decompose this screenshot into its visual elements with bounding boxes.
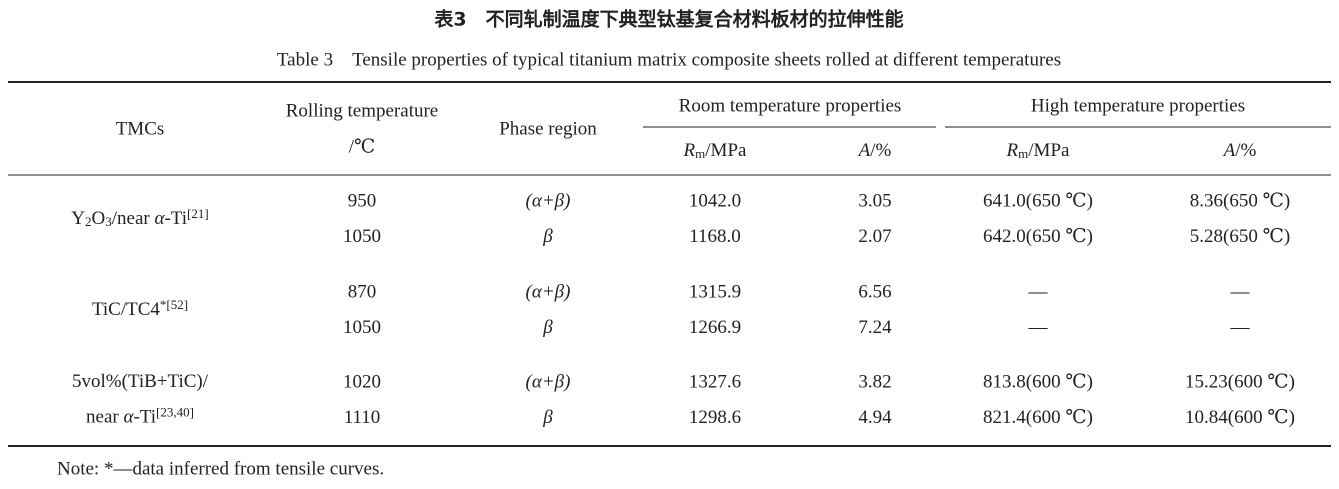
cell: 8.36(650 ℃) [1190, 190, 1290, 211]
cell: 15.23(600 ℃) [1185, 371, 1295, 392]
text-segment: /% [1235, 140, 1256, 161]
cell: 950 [348, 190, 377, 211]
text-segment: Y [71, 208, 85, 229]
text-segment: -Ti [133, 407, 156, 428]
note: Note: *—data inferred from tensile curve… [57, 458, 384, 479]
cell: — [1028, 281, 1049, 302]
cell: β [542, 226, 553, 247]
cell: — [1230, 281, 1251, 302]
text-segment: /MPa [1028, 140, 1070, 161]
text-segment: /% [870, 140, 891, 161]
cell: 6.56 [858, 281, 891, 302]
text-segment: [21] [187, 206, 209, 221]
cell: 1050 [343, 317, 381, 338]
cell: 3.82 [858, 371, 891, 392]
text-segment: -Ti [164, 208, 187, 229]
cell: 1315.9 [689, 281, 741, 302]
cell: (α+β) [526, 371, 571, 392]
text-segment: /near [112, 208, 155, 229]
cell: 1110 [344, 407, 381, 428]
text-segment: α [155, 208, 166, 229]
text-segment: 3 [105, 214, 112, 229]
caption-english: Table 3 Tensile properties of typical ti… [277, 49, 1061, 70]
cell: 1298.6 [689, 407, 741, 428]
cell: 2.07 [858, 226, 891, 247]
cell: — [1230, 317, 1251, 338]
cell: 1168.0 [689, 226, 741, 247]
cell: 870 [348, 281, 377, 302]
header-rolling: Rolling temperature [286, 100, 438, 121]
text-segment: O [92, 208, 106, 229]
cell: 5.28(650 ℃) [1190, 226, 1290, 247]
text-segment: 5vol%(TiB+TiC)/ [72, 371, 209, 392]
cell: 3.05 [858, 190, 891, 211]
header-tmcs: TMCs [116, 118, 165, 139]
cell: (α+β) [526, 190, 571, 211]
text-segment: /MPa [705, 140, 747, 161]
text-segment: near [86, 407, 123, 428]
text-segment: [23,40] [156, 404, 194, 419]
text-segment: R [1006, 140, 1019, 161]
header-rolling-unit: /℃ [349, 136, 376, 157]
cell: 1050 [343, 226, 381, 247]
cell: 10.84(600 ℃) [1185, 407, 1295, 428]
sub-header: A/% [857, 140, 892, 161]
cell: (α+β) [526, 281, 571, 302]
cell: β [542, 317, 553, 338]
text-segment: A [857, 140, 871, 161]
header-room: Room temperature properties [679, 95, 902, 116]
cell: 4.94 [858, 407, 892, 428]
sub-header: Rm/MPa [1006, 140, 1070, 161]
material-label: TiC/TC4*[52] [92, 297, 188, 321]
sub-header: Rm/MPa [683, 140, 747, 161]
text-segment: A [1222, 140, 1236, 161]
cell: — [1028, 317, 1049, 338]
cell: 1266.9 [689, 317, 741, 338]
text-segment: 2 [85, 214, 92, 229]
material-label: Y2O3/near α-Ti[21] [71, 206, 208, 230]
cell: 7.24 [858, 317, 892, 338]
sub-header: A/% [1222, 140, 1257, 161]
material-label: near α-Ti[23,40] [86, 404, 194, 428]
caption-chinese: 表3 不同轧制温度下典型钛基复合材料板材的拉伸性能 [434, 8, 903, 31]
text-segment: TiC/TC4 [92, 299, 160, 320]
cell: 1327.6 [689, 371, 741, 392]
header-phase: Phase region [499, 118, 597, 139]
text-segment: *[52] [160, 297, 188, 312]
cell: 821.4(600 ℃) [983, 407, 1093, 428]
cell: 642.0(650 ℃) [983, 226, 1093, 247]
cell: 1042.0 [689, 190, 741, 211]
text-segment: m [1018, 146, 1028, 161]
text-segment: m [695, 146, 705, 161]
cell: β [542, 407, 553, 428]
cell: 1020 [343, 371, 381, 392]
material-label: 5vol%(TiB+TiC)/ [72, 371, 209, 392]
text-segment: R [683, 140, 696, 161]
header-high: High temperature properties [1031, 95, 1245, 116]
cell: 641.0(650 ℃) [983, 190, 1093, 211]
text-segment: α [124, 407, 135, 428]
cell: 813.8(600 ℃) [983, 371, 1093, 392]
